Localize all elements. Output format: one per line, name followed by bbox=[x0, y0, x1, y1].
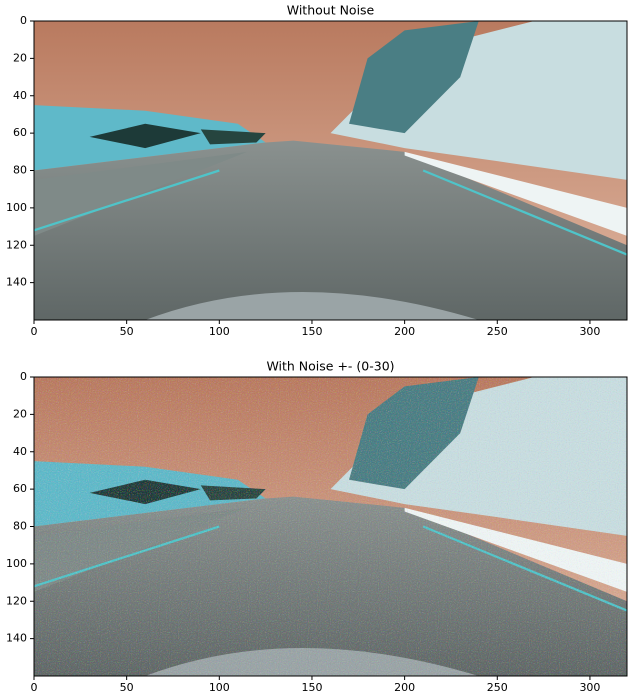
y-tick-label: 0 bbox=[20, 14, 27, 27]
x-tick-label: 0 bbox=[31, 681, 38, 694]
y-tick-label: 120 bbox=[6, 238, 27, 251]
y-tick-label: 20 bbox=[13, 407, 27, 420]
y-tick-label: 40 bbox=[13, 89, 27, 102]
image bbox=[34, 377, 627, 676]
x-tick-label: 50 bbox=[120, 325, 134, 338]
y-tick-label: 0 bbox=[20, 370, 27, 383]
y-tick-label: 140 bbox=[6, 276, 27, 289]
axes-title: With Noise +- (0-30) bbox=[266, 359, 394, 374]
axes-title: Without Noise bbox=[287, 3, 375, 18]
x-tick-label: 250 bbox=[487, 681, 508, 694]
x-tick-label: 300 bbox=[579, 325, 600, 338]
x-tick-label: 100 bbox=[209, 325, 230, 338]
y-tick-label: 120 bbox=[6, 594, 27, 607]
y-tick-label: 100 bbox=[6, 201, 27, 214]
x-tick-label: 250 bbox=[487, 325, 508, 338]
y-tick-label: 80 bbox=[13, 164, 27, 177]
image bbox=[34, 21, 627, 320]
x-tick-label: 200 bbox=[394, 681, 415, 694]
y-tick-label: 60 bbox=[13, 126, 27, 139]
x-tick-label: 100 bbox=[209, 681, 230, 694]
y-tick-label: 140 bbox=[6, 632, 27, 645]
y-tick-label: 100 bbox=[6, 557, 27, 570]
y-tick-label: 20 bbox=[13, 51, 27, 64]
y-tick-label: 40 bbox=[13, 445, 27, 458]
x-tick-label: 50 bbox=[120, 681, 134, 694]
y-tick-label: 80 bbox=[13, 520, 27, 533]
y-tick-label: 60 bbox=[13, 482, 27, 495]
x-tick-label: 300 bbox=[579, 681, 600, 694]
x-tick-label: 150 bbox=[301, 681, 322, 694]
x-tick-label: 0 bbox=[31, 325, 38, 338]
x-tick-label: 200 bbox=[394, 325, 415, 338]
x-tick-label: 150 bbox=[301, 325, 322, 338]
